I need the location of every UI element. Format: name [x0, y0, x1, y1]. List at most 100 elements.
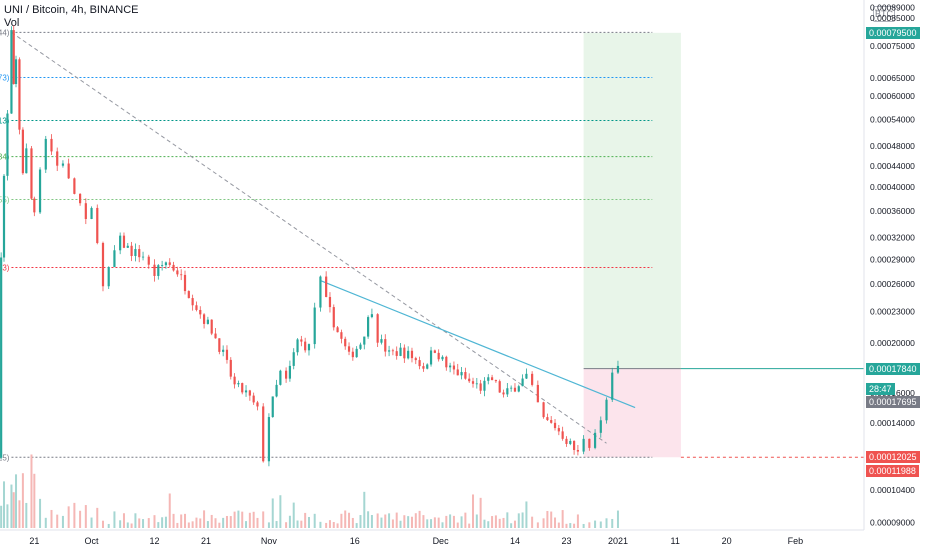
volume-bar [214, 518, 217, 528]
volume-bar [267, 522, 270, 528]
volume-bar [506, 512, 509, 528]
candle-body [256, 402, 259, 407]
candle-body [237, 383, 240, 385]
long-position-tool[interactable] [583, 32, 681, 458]
candle-body [370, 314, 374, 318]
volume-bar [464, 512, 467, 528]
currency-button[interactable]: BTC [873, 6, 895, 22]
price-tick-label: 0.00036000 [870, 206, 915, 216]
volume-bar [576, 514, 579, 528]
volume-bar [319, 521, 322, 528]
volume-bar [472, 494, 475, 528]
candle-body [403, 347, 406, 359]
trendlines[interactable] [11, 31, 636, 444]
candle-body [202, 314, 206, 324]
time-tick-label: 14 [510, 536, 520, 546]
volume-bar [262, 511, 265, 528]
volume-bar [172, 513, 175, 528]
candle-body [244, 390, 248, 393]
fib-retracement[interactable]: 100.00%(0.00079644) 78.60%(0.00065173) 61.… [0, 28, 864, 462]
volume-bar [113, 511, 116, 528]
candle-body [44, 138, 47, 170]
candle-body [588, 438, 591, 448]
time-axis[interactable]: 21 Oct 12 21 Nov 16 Dec 14 23 2021 11 20 Feb [29, 536, 803, 546]
candle-body [521, 378, 524, 387]
price-tick-label: 0.00044000 [870, 161, 915, 171]
candle-body [134, 249, 137, 257]
volume-bar [407, 516, 410, 528]
candle-body [490, 377, 494, 381]
candle-body [387, 350, 391, 352]
candle-body [433, 350, 436, 353]
volume-bar [304, 512, 307, 528]
volume-bar [164, 516, 167, 528]
volume-bar [355, 523, 358, 528]
candle-body [199, 309, 202, 315]
candle-body [214, 333, 217, 339]
candle-body [464, 372, 467, 379]
volume-bar [33, 473, 36, 528]
volume-bar [422, 515, 425, 528]
volume-bar [445, 515, 448, 528]
volume-bar [437, 517, 440, 528]
candles [0, 25, 620, 467]
price-tick-label: 0.00032000 [870, 232, 915, 242]
candle-body [126, 245, 129, 248]
candle-body [307, 344, 311, 351]
time-tick-label: Nov [261, 536, 278, 546]
volume-bar [275, 521, 278, 528]
candle-body [593, 432, 597, 448]
volume-bar [245, 521, 248, 528]
candle-body [56, 151, 59, 166]
candle-body [147, 256, 150, 265]
candle-body [79, 193, 82, 204]
candle-body [426, 364, 429, 369]
fib-level-label: 0.00%(0.00012025) [0, 453, 10, 462]
candle-body [418, 360, 421, 367]
volume-bar [531, 516, 534, 528]
candle-body [510, 387, 513, 389]
resistance-trendline [320, 279, 636, 409]
candle-body [168, 262, 171, 265]
volume-bar [426, 519, 429, 528]
volume-bar [344, 510, 347, 528]
volume-bar [153, 515, 156, 528]
candle-body [157, 265, 160, 276]
candle-body [96, 207, 99, 243]
volume-bar [203, 510, 206, 528]
volume-bar [50, 509, 53, 528]
price-tick-label: 0.00029000 [870, 254, 915, 264]
fib-level-label: 23.60%(0.00027983) [0, 263, 10, 272]
volume-bar [498, 518, 501, 528]
candle-body [12, 30, 15, 84]
time-tick-label: 20 [722, 536, 732, 546]
candle-body [33, 198, 36, 213]
candle-body [101, 242, 105, 287]
candle-body [161, 265, 164, 266]
time-tick-label: Feb [788, 536, 804, 546]
candle-body [0, 257, 3, 458]
candle-body [605, 399, 608, 421]
candle-body [113, 250, 116, 267]
candle-body [399, 347, 402, 356]
candle-body [164, 262, 168, 266]
price-tick-label: 0.00009000 [870, 517, 915, 527]
candle-body [90, 207, 93, 220]
volume-bar [573, 523, 576, 528]
candle-body [30, 148, 33, 199]
price-tag: 28:47 [866, 382, 895, 395]
volume-bar [107, 523, 110, 528]
candle-body [210, 319, 213, 334]
volume-bar [483, 519, 486, 528]
price-tick-label: 0.00075000 [870, 41, 915, 51]
volume-bar [452, 515, 455, 528]
volume-bar [15, 474, 18, 528]
volume-bar [157, 522, 160, 528]
candle-body [395, 351, 398, 356]
candle-body [300, 339, 303, 342]
volume-bar [39, 498, 42, 528]
volume-bar [161, 517, 164, 528]
candle-body [288, 365, 292, 379]
